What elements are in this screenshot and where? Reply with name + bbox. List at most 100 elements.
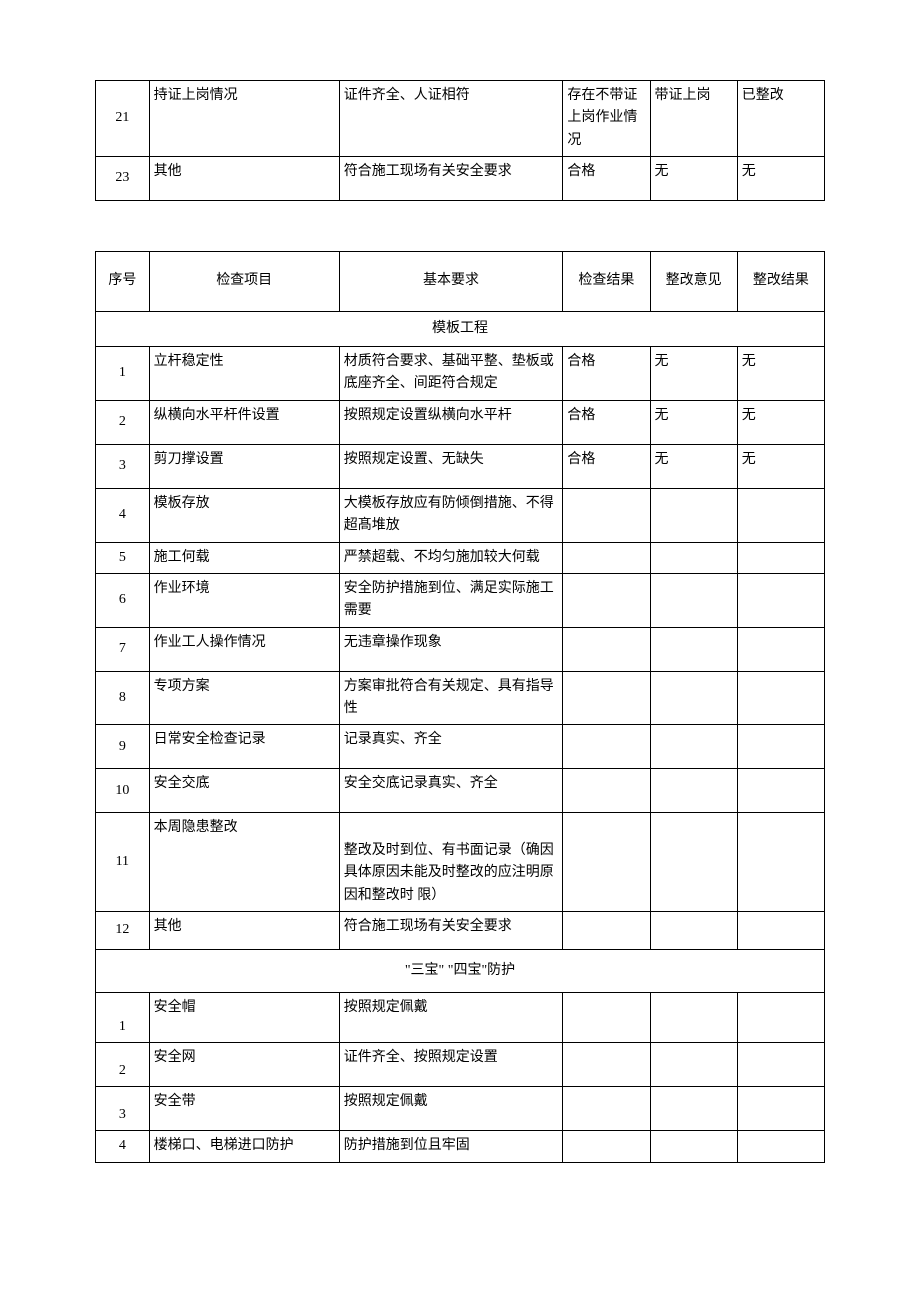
section-header: 模板工程 — [96, 311, 825, 346]
rectify-opinion — [650, 993, 737, 1043]
table-row: 8 专项方案 方案审批符合有关规定、具有指导性 — [96, 671, 825, 725]
check-item: 安全网 — [149, 1043, 339, 1087]
row-number: 12 — [96, 912, 150, 950]
table-row: 4 模板存放 大模板存放应有防倾倒措施、不得超髙堆放 — [96, 488, 825, 542]
check-result: 合格 — [563, 346, 650, 400]
requirement: 按照规定设置、无缺失 — [339, 444, 563, 488]
table-row: 6 作业环境 安全防护措施到位、满足实际施工需要 — [96, 573, 825, 627]
requirement: 证件齐全、按照规定设置 — [339, 1043, 563, 1087]
check-result — [563, 725, 650, 769]
check-item: 其他 — [149, 157, 339, 201]
rectify-result — [737, 769, 824, 813]
top-table: 21 持证上岗情况 证件齐全、人证相符 存在不带证上岗作业情况 带证上岗 已整改… — [95, 80, 825, 201]
check-result — [563, 993, 650, 1043]
rectify-result: 无 — [737, 400, 824, 444]
check-result — [563, 671, 650, 725]
main-table: 序号 检查项目 基本要求 检查结果 整改意见 整改结果 模板工程 1 立杆稳定性… — [95, 251, 825, 1163]
row-number: 2 — [96, 1043, 150, 1087]
rectify-opinion — [650, 725, 737, 769]
check-item: 楼梯口、电梯进口防护 — [149, 1131, 339, 1162]
table-row: 12 其他 符合施工现场有关安全要求 — [96, 912, 825, 950]
check-result: 合格 — [563, 157, 650, 201]
table-row: 9 日常安全检查记录 记录真实、齐全 — [96, 725, 825, 769]
requirement: 证件齐全、人证相符 — [339, 81, 563, 157]
requirement: 符合施工现场有关安全要求 — [339, 157, 563, 201]
row-number: 4 — [96, 488, 150, 542]
row-number: 6 — [96, 573, 150, 627]
row-number: 11 — [96, 813, 150, 912]
table-header: 序号 检查项目 基本要求 检查结果 整改意见 整改结果 — [96, 252, 825, 311]
rectify-result — [737, 542, 824, 573]
rectify-opinion: 无 — [650, 444, 737, 488]
row-number: 23 — [96, 157, 150, 201]
table-row: 2 安全网 证件齐全、按照规定设置 — [96, 1043, 825, 1087]
rectify-result — [737, 1043, 824, 1087]
row-number: 4 — [96, 1131, 150, 1162]
check-item: 模板存放 — [149, 488, 339, 542]
table-row: 23 其他 符合施工现场有关安全要求 合格 无 无 — [96, 157, 825, 201]
check-result — [563, 1043, 650, 1087]
requirement: 防护措施到位且牢固 — [339, 1131, 563, 1162]
table-row: 21 持证上岗情况 证件齐全、人证相符 存在不带证上岗作业情况 带证上岗 已整改 — [96, 81, 825, 157]
rectify-result: 已整改 — [737, 81, 824, 157]
check-item: 纵横向水平杆件设置 — [149, 400, 339, 444]
rectify-result — [737, 725, 824, 769]
table-row: 5 施工何载 严禁超载、不均匀施加较大何载 — [96, 542, 825, 573]
requirement: 无违章操作现象 — [339, 627, 563, 671]
rectify-opinion — [650, 769, 737, 813]
rectify-result — [737, 671, 824, 725]
row-number: 1 — [96, 346, 150, 400]
check-item: 立杆稳定性 — [149, 346, 339, 400]
rectify-opinion — [650, 627, 737, 671]
requirement: 按照规定设置纵横向水平杆 — [339, 400, 563, 444]
requirement: 符合施工现场有关安全要求 — [339, 912, 563, 950]
rectify-opinion: 无 — [650, 346, 737, 400]
table-row: 10 安全交底 安全交底记录真实、齐全 — [96, 769, 825, 813]
check-item: 剪刀撑设置 — [149, 444, 339, 488]
header-item: 检查项目 — [149, 252, 339, 311]
row-number: 8 — [96, 671, 150, 725]
rectify-result — [737, 912, 824, 950]
rectify-opinion: 带证上岗 — [650, 81, 737, 157]
rectify-opinion — [650, 573, 737, 627]
row-number: 3 — [96, 444, 150, 488]
check-result — [563, 488, 650, 542]
table-row: 2 纵横向水平杆件设置 按照规定设置纵横向水平杆 合格 无 无 — [96, 400, 825, 444]
rectify-result — [737, 488, 824, 542]
table-row: 1 立杆稳定性 材质符合要求、基础平整、垫板或底座齐全、间距符合规定 合格 无 … — [96, 346, 825, 400]
row-number: 10 — [96, 769, 150, 813]
row-number: 9 — [96, 725, 150, 769]
row-number: 21 — [96, 81, 150, 157]
requirement: 整改及时到位、有书面记录（确因具体原因未能及时整改的应注明原因和整改时 限） — [339, 813, 563, 912]
rectify-result — [737, 993, 824, 1043]
header-opinion: 整改意见 — [650, 252, 737, 311]
rectify-result — [737, 627, 824, 671]
check-item: 本周隐患整改 — [149, 813, 339, 912]
section-title: "三宝" "四宝"防护 — [96, 950, 825, 993]
check-result — [563, 627, 650, 671]
rectify-opinion — [650, 542, 737, 573]
check-item: 持证上岗情况 — [149, 81, 339, 157]
rectify-result — [737, 573, 824, 627]
rectify-opinion — [650, 1043, 737, 1087]
check-item: 其他 — [149, 912, 339, 950]
table-row: 3 剪刀撑设置 按照规定设置、无缺失 合格 无 无 — [96, 444, 825, 488]
check-result: 合格 — [563, 444, 650, 488]
check-item: 作业工人操作情况 — [149, 627, 339, 671]
rectify-opinion: 无 — [650, 400, 737, 444]
header-final: 整改结果 — [737, 252, 824, 311]
rectify-opinion — [650, 912, 737, 950]
header-req: 基本要求 — [339, 252, 563, 311]
check-result — [563, 1087, 650, 1131]
row-number: 2 — [96, 400, 150, 444]
row-number: 7 — [96, 627, 150, 671]
rectify-result — [737, 813, 824, 912]
requirement: 记录真实、齐全 — [339, 725, 563, 769]
table-row: 11 本周隐患整改 整改及时到位、有书面记录（确因具体原因未能及时整改的应注明原… — [96, 813, 825, 912]
rectify-result: 无 — [737, 444, 824, 488]
check-item: 专项方案 — [149, 671, 339, 725]
rectify-opinion — [650, 1087, 737, 1131]
check-item: 安全交底 — [149, 769, 339, 813]
table-row: 7 作业工人操作情况 无违章操作现象 — [96, 627, 825, 671]
check-item: 作业环境 — [149, 573, 339, 627]
